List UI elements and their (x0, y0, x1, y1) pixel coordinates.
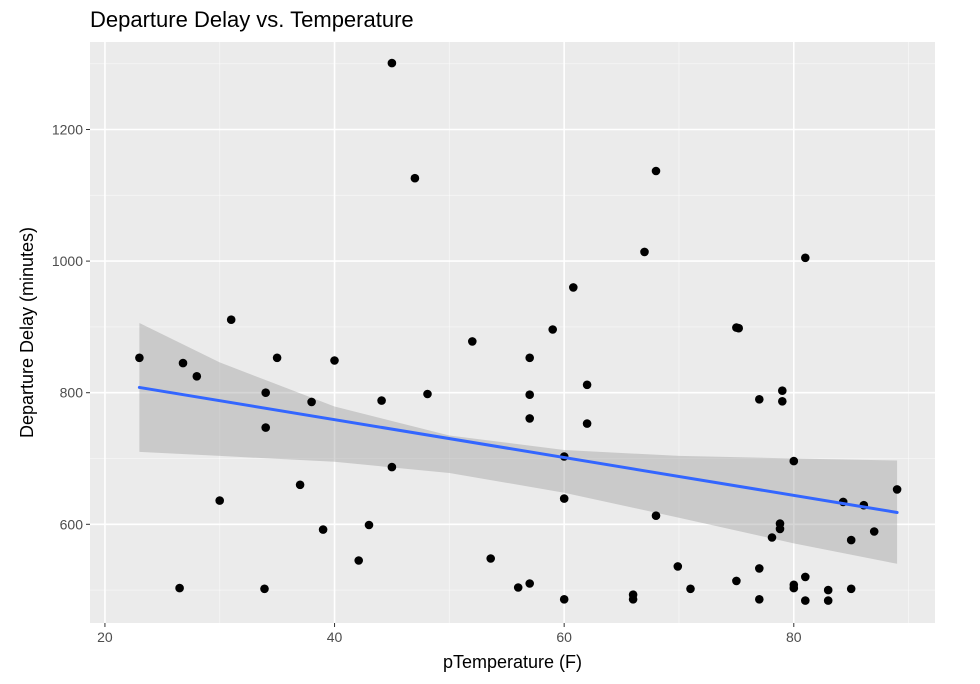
data-point (468, 337, 477, 346)
major-gridlines (90, 42, 935, 623)
data-point (423, 389, 432, 399)
data-point (387, 58, 397, 68)
data-point (559, 494, 569, 503)
x-tick-label: 80 (786, 629, 802, 645)
data-point (559, 595, 569, 604)
data-point (801, 596, 810, 605)
data-point (548, 325, 557, 334)
data-point (486, 554, 496, 563)
data-point (846, 535, 856, 545)
data-point (789, 456, 799, 466)
data-point (892, 485, 902, 494)
data-point (869, 527, 879, 536)
y-tick-label: 800 (60, 385, 84, 401)
data-point (260, 584, 269, 594)
data-point (192, 372, 202, 381)
data-point (651, 511, 661, 520)
data-point (673, 562, 683, 571)
data-point (651, 166, 661, 176)
data-point (295, 480, 305, 490)
data-point (582, 380, 592, 390)
data-point (734, 323, 743, 333)
data-point (215, 496, 224, 505)
confidence-band (139, 323, 898, 564)
data-point (387, 462, 397, 472)
y-axis-ticks: 600 800 1000 1200 (52, 122, 90, 532)
x-tick-label: 20 (97, 629, 113, 645)
data-point (569, 283, 578, 292)
data-point (778, 397, 787, 406)
data-point (354, 556, 364, 565)
x-axis-ticks: 20 40 60 80 (97, 623, 802, 645)
data-point (582, 419, 592, 428)
y-tick-label: 1200 (52, 122, 83, 138)
data-point (178, 358, 188, 368)
data-point (628, 595, 638, 604)
data-point (261, 423, 271, 432)
x-tick-label: 40 (327, 629, 343, 645)
y-tick-label: 1000 (52, 253, 83, 269)
x-axis-title: pTemperature (F) (443, 652, 582, 672)
data-point (318, 525, 328, 534)
data-point (732, 576, 741, 586)
data-point (755, 595, 764, 604)
data-point (513, 583, 523, 592)
data-point (330, 356, 339, 365)
data-point (525, 414, 534, 423)
data-point (410, 173, 420, 183)
data-point (640, 247, 649, 257)
data-point (226, 315, 236, 325)
chart-title: Departure Delay vs. Temperature (90, 7, 414, 32)
data-point (755, 395, 764, 404)
data-point (767, 533, 777, 542)
data-point (307, 397, 316, 407)
data-point (135, 353, 144, 363)
data-point (775, 524, 785, 534)
data-point (272, 353, 282, 363)
data-point (789, 583, 799, 593)
data-point (525, 353, 534, 363)
data-point (755, 564, 764, 573)
trend-line (137, 385, 899, 514)
data-point (525, 390, 534, 400)
data-point (175, 583, 184, 593)
y-axis-title: Departure Delay (minutes) (17, 227, 37, 438)
data-point (801, 572, 810, 582)
data-point (823, 585, 833, 595)
data-point (525, 579, 534, 588)
data-point (261, 388, 271, 398)
data-point (846, 584, 856, 594)
data-point (823, 596, 833, 605)
x-tick-label: 60 (556, 629, 572, 645)
data-point (686, 584, 695, 594)
data-point (778, 386, 787, 396)
data-point (364, 520, 374, 530)
data-point (377, 396, 386, 405)
data-point (801, 253, 810, 263)
y-tick-label: 600 (60, 516, 84, 532)
